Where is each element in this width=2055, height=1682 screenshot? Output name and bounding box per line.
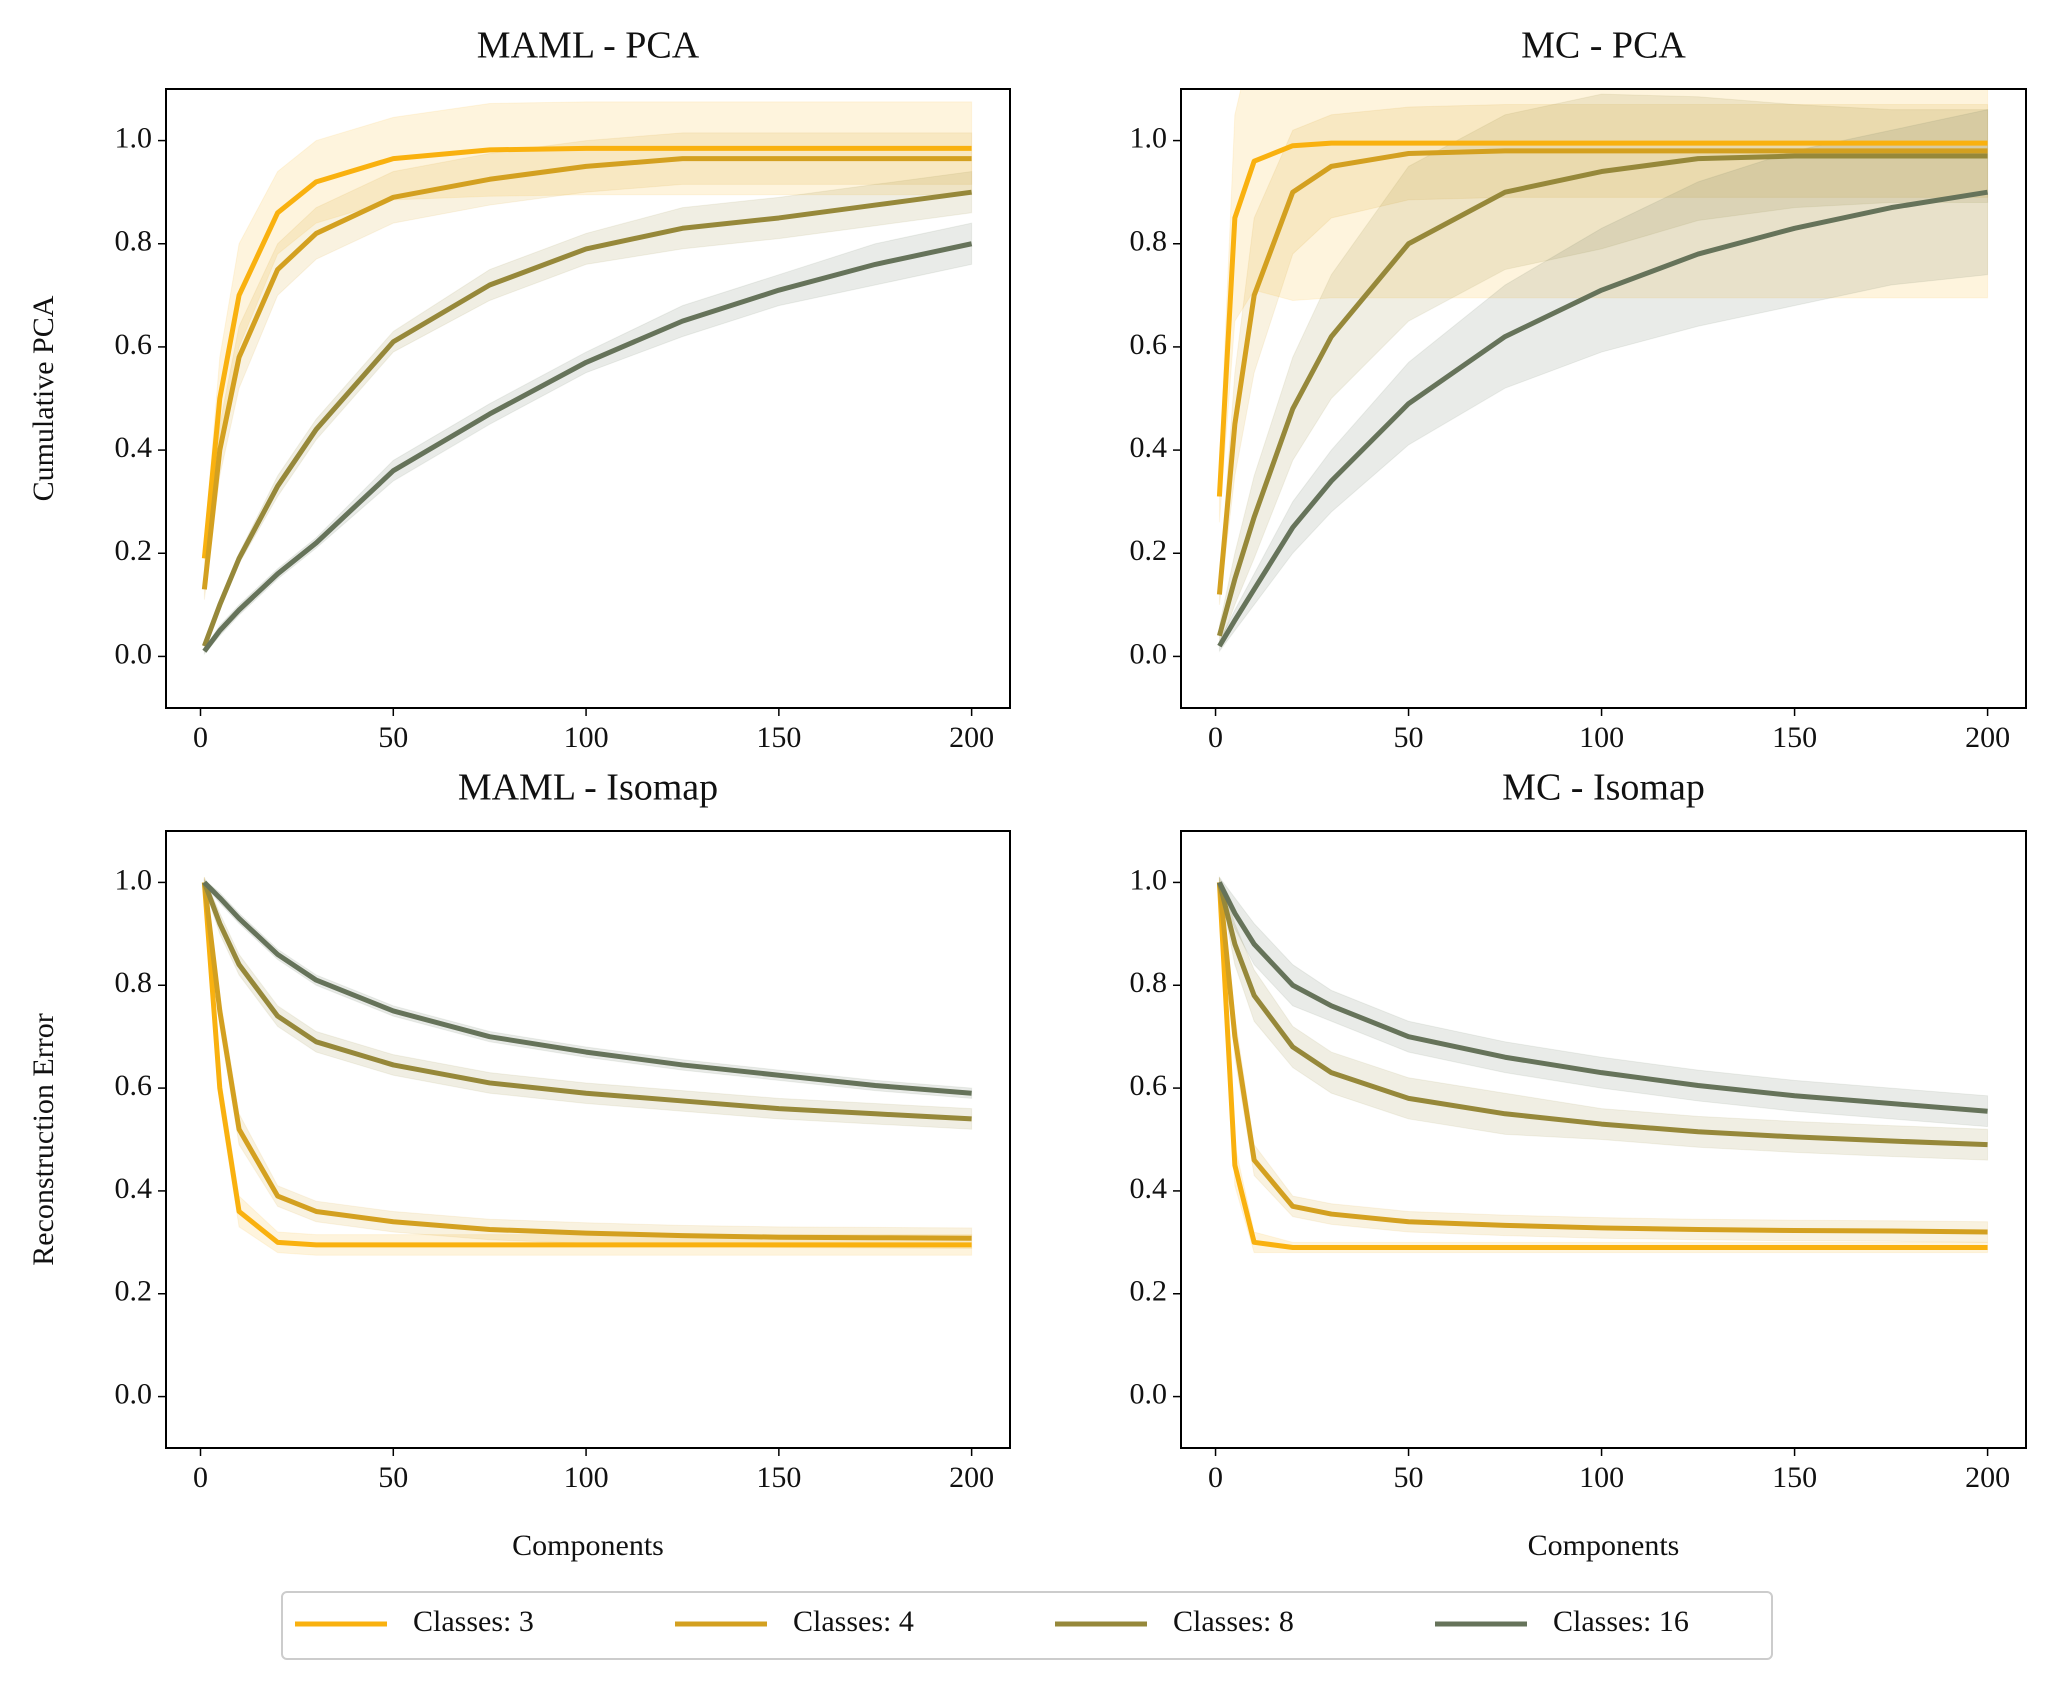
line bbox=[202, 881, 972, 1122]
band bbox=[203, 878, 973, 1099]
plot-area bbox=[1216, 875, 1989, 1254]
line bbox=[1216, 140, 1988, 497]
axes-frame bbox=[1180, 830, 2027, 1449]
y-tick-label: 0.4 bbox=[115, 1172, 153, 1205]
y-tick-label: 0.6 bbox=[115, 1069, 153, 1102]
legend-label: Classes: 3 bbox=[413, 1605, 534, 1638]
line bbox=[201, 882, 972, 1241]
y-tick-label: 0.2 bbox=[115, 1275, 153, 1308]
x-tick-label: 200 bbox=[949, 721, 994, 754]
band bbox=[203, 877, 973, 1250]
y-tick-label: 0.6 bbox=[115, 328, 153, 361]
line bbox=[202, 189, 972, 647]
x-tick-label: 0 bbox=[193, 1461, 208, 1494]
y-tick-label: 0.0 bbox=[1130, 637, 1168, 670]
x-tick-label: 100 bbox=[1579, 1461, 1624, 1494]
subplot-title: MAML - PCA bbox=[477, 25, 700, 67]
x-tick-label: 0 bbox=[1208, 721, 1223, 754]
line bbox=[202, 241, 973, 653]
subplot-title: MC - Isomap bbox=[1502, 767, 1705, 809]
y-axis-label: Reconstruction Error bbox=[27, 1013, 60, 1265]
subplot-title: MC - PCA bbox=[1521, 25, 1686, 67]
x-tick-label: 0 bbox=[1208, 1461, 1223, 1494]
x-tick-label: 200 bbox=[1965, 721, 2010, 754]
axes-frame bbox=[165, 830, 1011, 1449]
band bbox=[203, 170, 973, 652]
y-tick-label: 0.6 bbox=[1130, 1069, 1168, 1102]
legend-label: Classes: 16 bbox=[1553, 1605, 1689, 1638]
line bbox=[1216, 881, 1988, 1148]
y-tick-label: 0.0 bbox=[115, 637, 153, 670]
band bbox=[1218, 93, 1989, 647]
x-tick-label: 50 bbox=[378, 721, 408, 754]
x-tick-label: 100 bbox=[564, 721, 609, 754]
y-tick-label: 0.2 bbox=[1130, 534, 1168, 567]
x-tick-label: 200 bbox=[1965, 1461, 2010, 1494]
y-tick-label: 0.4 bbox=[115, 431, 153, 464]
x-tick-label: 150 bbox=[756, 721, 801, 754]
x-tick-label: 100 bbox=[1579, 721, 1624, 754]
y-tick-label: 0.8 bbox=[1130, 966, 1168, 999]
plot-area bbox=[201, 101, 973, 656]
y-tick-label: 1.0 bbox=[115, 863, 153, 896]
y-tick-label: 0.2 bbox=[115, 534, 153, 567]
x-tick-label: 50 bbox=[1394, 1461, 1424, 1494]
subplot-title: MAML - Isomap bbox=[458, 767, 718, 809]
band bbox=[203, 877, 973, 1256]
x-tick-label: 0 bbox=[193, 721, 208, 754]
y-tick-label: 1.0 bbox=[1130, 863, 1168, 896]
plot-area bbox=[1216, 89, 1989, 653]
x-axis-label: Components bbox=[1528, 1529, 1680, 1562]
y-tick-label: 0.0 bbox=[115, 1377, 153, 1410]
y-tick-label: 0.8 bbox=[115, 225, 153, 258]
band bbox=[1218, 877, 1989, 1161]
y-tick-label: 0.6 bbox=[1130, 328, 1168, 361]
line bbox=[1216, 148, 1988, 595]
x-tick-label: 150 bbox=[1772, 1461, 1817, 1494]
legend-label: Classes: 4 bbox=[793, 1605, 914, 1638]
band bbox=[203, 222, 973, 656]
band bbox=[1218, 877, 1989, 1254]
y-tick-label: 1.0 bbox=[1130, 121, 1168, 154]
line bbox=[202, 880, 972, 1096]
x-tick-label: 150 bbox=[1772, 721, 1817, 754]
y-tick-label: 0.8 bbox=[1130, 225, 1168, 258]
band bbox=[1218, 109, 1989, 653]
y-tick-label: 0.4 bbox=[1130, 431, 1168, 464]
line bbox=[1216, 153, 1988, 637]
line bbox=[1216, 882, 1988, 1250]
y-tick-label: 0.8 bbox=[115, 966, 153, 999]
x-tick-label: 50 bbox=[1394, 721, 1424, 754]
y-tick-label: 0.2 bbox=[1130, 1275, 1168, 1308]
y-tick-label: 0.4 bbox=[1130, 1172, 1168, 1205]
line bbox=[201, 145, 972, 559]
x-axis-label: Components bbox=[512, 1529, 664, 1562]
line bbox=[1217, 189, 1988, 648]
axes-frame bbox=[1180, 88, 2027, 709]
legend-box bbox=[281, 1591, 1773, 1660]
line bbox=[201, 156, 972, 590]
x-tick-label: 50 bbox=[378, 1461, 408, 1494]
plot-area bbox=[201, 877, 973, 1256]
x-tick-label: 150 bbox=[756, 1461, 801, 1494]
y-tick-label: 0.0 bbox=[1130, 1377, 1168, 1410]
legend-label: Classes: 8 bbox=[1173, 1605, 1294, 1638]
line bbox=[1216, 882, 1988, 1235]
band bbox=[1218, 89, 1989, 523]
line bbox=[1217, 881, 1988, 1114]
x-tick-label: 100 bbox=[564, 1461, 609, 1494]
x-tick-label: 200 bbox=[949, 1461, 994, 1494]
band bbox=[1218, 875, 1989, 1128]
band bbox=[203, 132, 973, 600]
axes-frame bbox=[165, 88, 1011, 709]
line bbox=[201, 882, 972, 1248]
y-tick-label: 1.0 bbox=[115, 121, 153, 154]
y-axis-label: Cumulative PCA bbox=[27, 295, 60, 501]
